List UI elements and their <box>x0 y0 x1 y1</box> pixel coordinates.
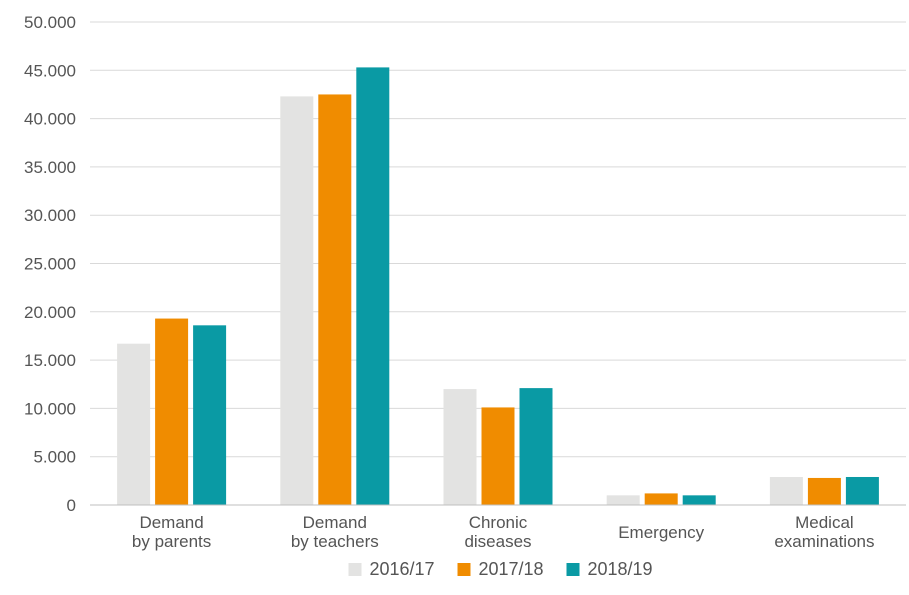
category-label: Demand by parents <box>132 513 211 551</box>
bar-2017-18 <box>155 318 189 505</box>
category-label: Emergency <box>618 523 704 542</box>
bar-2016-17 <box>769 476 803 505</box>
legend-swatch <box>457 563 471 576</box>
y-tick-label: 10.000 <box>24 399 76 418</box>
legend-label: 2018/19 <box>588 559 653 579</box>
bars <box>117 67 879 505</box>
category-labels: Demand by parents Demand by teachers Chronic… <box>132 513 875 551</box>
bar-2017-18 <box>318 94 352 505</box>
bar-2017-18 <box>807 477 841 505</box>
bar-2016-17 <box>280 96 314 505</box>
bar-2017-18 <box>481 407 515 505</box>
y-tick-label: 5.000 <box>33 448 76 467</box>
legend: 2016/17 2017/18 2018/19 <box>348 559 653 579</box>
y-tick-label: 45.000 <box>24 61 76 80</box>
y-tick-label: 35.000 <box>24 158 76 177</box>
legend-label: 2016/17 <box>370 559 435 579</box>
bar-2018-19 <box>193 325 227 505</box>
bar-2018-19 <box>519 388 553 505</box>
category-label: Demand by teachers <box>291 513 379 551</box>
y-tick-label: 20.000 <box>24 303 76 322</box>
y-tick-label: 15.000 <box>24 351 76 370</box>
legend-label: 2017/18 <box>479 559 544 579</box>
category-label: Medical examinations <box>774 513 874 551</box>
legend-swatch <box>566 563 580 576</box>
bar-2016-17 <box>606 495 640 505</box>
legend-swatch <box>348 563 362 576</box>
bar-2018-19 <box>356 67 390 505</box>
bar-2018-19 <box>682 495 716 505</box>
y-tick-label: 40.000 <box>24 110 76 129</box>
category-label: Chronic diseases <box>464 513 531 551</box>
bar-2016-17 <box>443 389 477 505</box>
y-tick-label: 30.000 <box>24 206 76 225</box>
y-tick-label: 0 <box>67 496 76 515</box>
y-tick-label: 50.000 <box>24 13 76 32</box>
y-tick-label: 25.000 <box>24 255 76 274</box>
y-axis-ticks: 0 5.000 10.000 15.000 20.000 25.000 30.000 35.0… <box>24 13 76 515</box>
bar-2018-19 <box>845 476 879 505</box>
bar-2016-17 <box>117 343 151 505</box>
bar-2017-18 <box>644 493 678 505</box>
